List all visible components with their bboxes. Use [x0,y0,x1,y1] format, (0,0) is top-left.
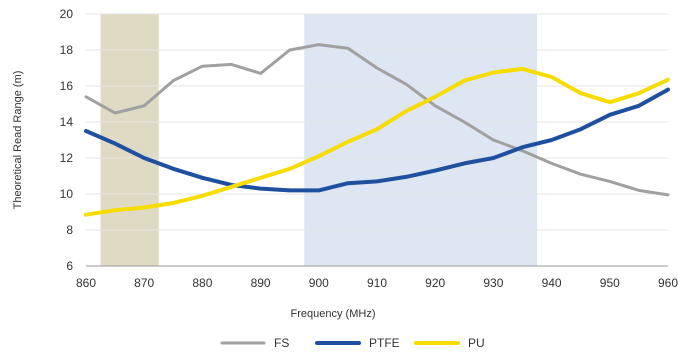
x-tick-label: 920 [425,276,445,290]
series-lines [84,43,670,217]
y-tick-label: 6 [66,259,73,273]
x-tick-label: 900 [309,276,329,290]
x-tick-label: 930 [483,276,503,290]
y-tick-label: 10 [60,187,74,201]
series-line-ptfe [84,87,670,193]
y-tick-label: 8 [66,223,73,237]
x-tick-label: 910 [367,276,387,290]
y-tick-label: 20 [60,7,74,21]
y-tick-labels: 6 8 10 12 14 16 18 20 [60,7,74,273]
x-axis-title: Frequency (MHz) [291,308,376,320]
y-tick-label: 18 [60,43,74,57]
highlight-bands [100,14,538,266]
y-tick-label: 12 [60,151,74,165]
x-tick-label: 860 [76,276,96,290]
grid-lines [86,13,668,267]
x-tick-label: 880 [192,276,212,290]
x-tick-label: 870 [134,276,154,290]
legend-label-ptfe: PTFE [369,336,400,350]
series-line-fs [84,43,670,197]
y-tick-label: 14 [60,115,74,129]
x-tick-label: 890 [251,276,271,290]
x-tick-label: 940 [542,276,562,290]
x-tick-labels: 860 870 880 890 900 910 920 930 940 950 960 [76,276,678,290]
x-tick-label: 960 [658,276,678,290]
series-line-pu [84,66,670,217]
y-tick-label: 16 [60,79,74,93]
y-axis-title: Theoretical Read Range (m) [12,71,24,210]
highlight-band-2 [304,14,538,266]
legend: FS PTFE PU [220,336,485,350]
legend-label-pu: PU [468,336,485,350]
legend-label-fs: FS [274,336,289,350]
x-tick-label: 950 [600,276,620,290]
